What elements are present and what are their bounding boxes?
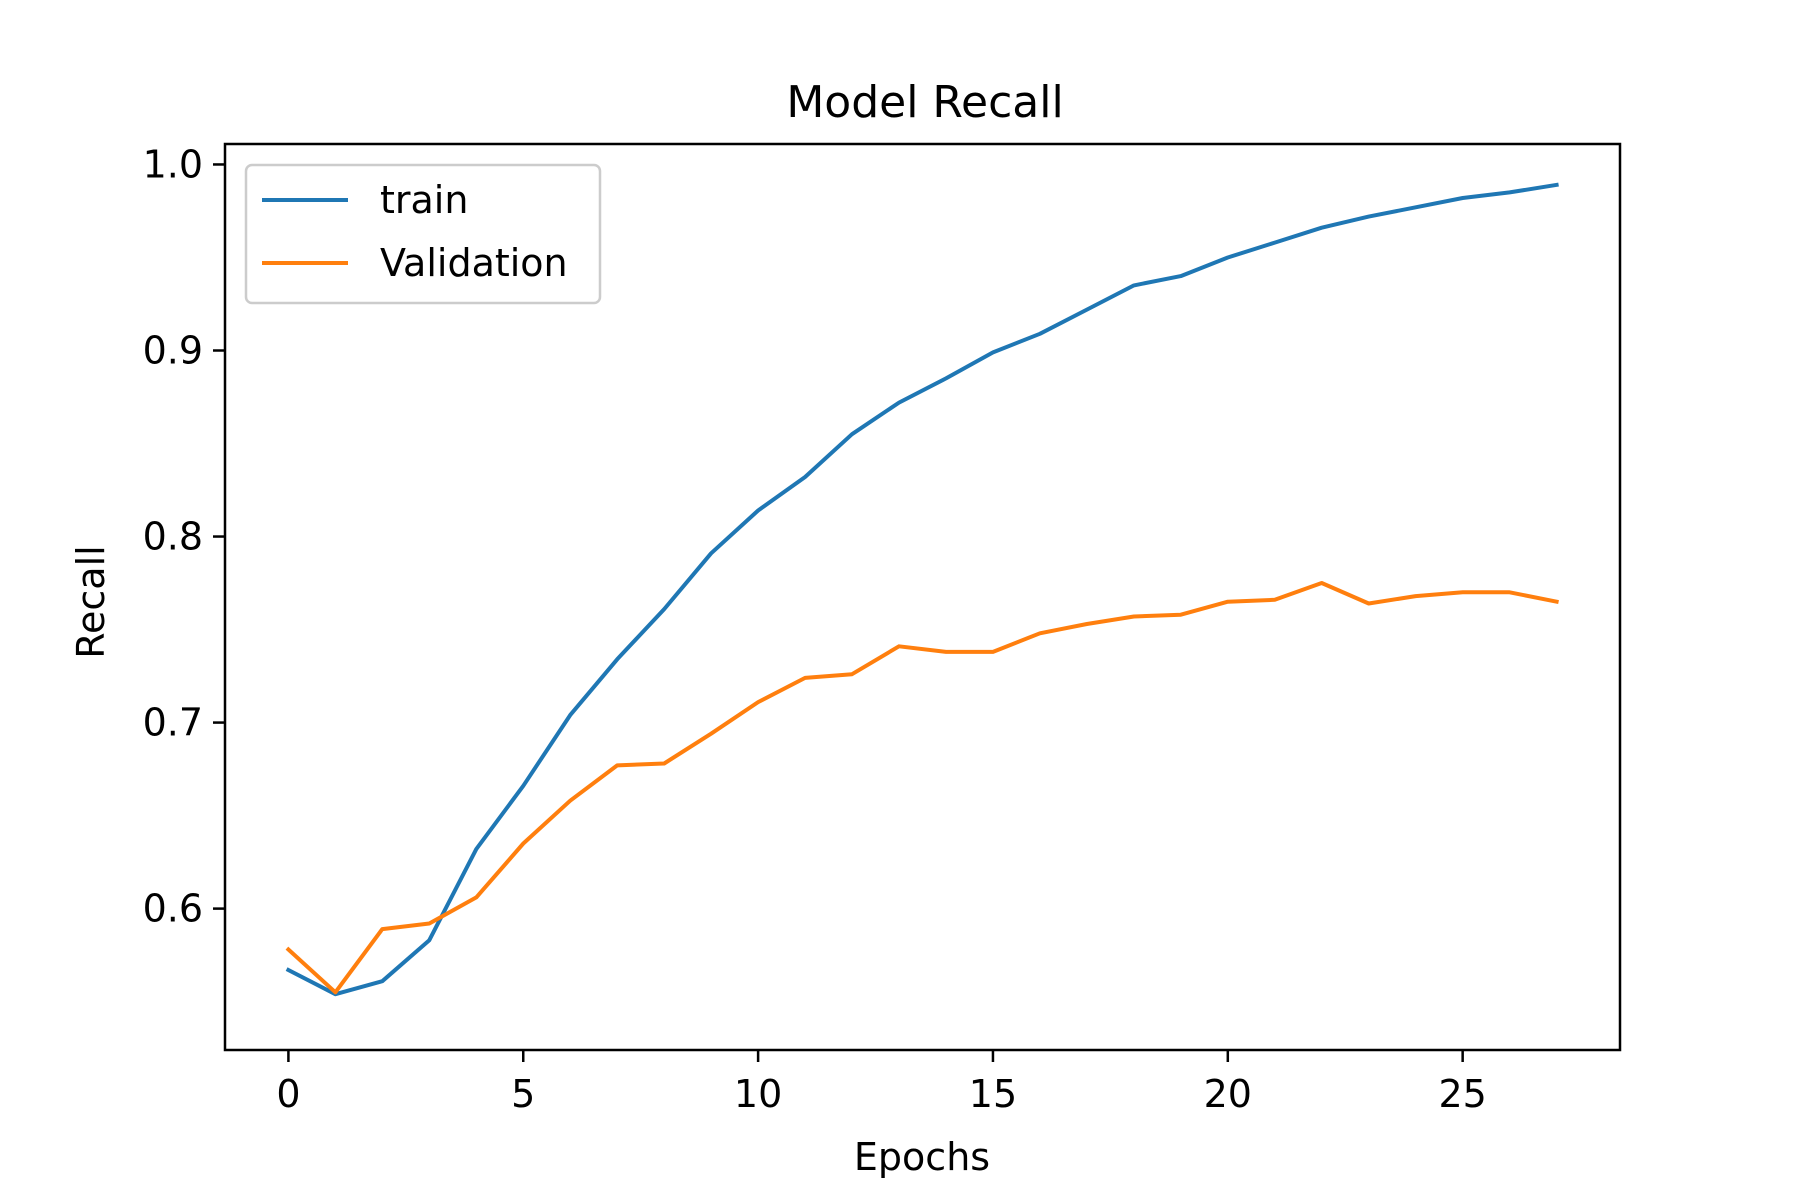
y-axis-ticks: 0.6 0.7 0.8 0.9 1.0 (143, 142, 225, 931)
series-lines (285, 182, 1559, 997)
y-tick-label: 0.9 (143, 329, 203, 373)
x-tick-label: 25 (1438, 1072, 1486, 1116)
x-axis-ticks: 0 5 10 15 20 25 (276, 1050, 1487, 1116)
x-axis-label: Epochs (854, 1135, 990, 1179)
x-tick-label: 0 (276, 1072, 300, 1116)
x-tick-label: 10 (734, 1072, 782, 1116)
legend-label-train: train (380, 178, 468, 222)
y-tick-label: 0.7 (143, 701, 203, 745)
chart-title: Model Recall (786, 77, 1063, 128)
x-tick-label: 5 (511, 1072, 535, 1116)
y-tick-label: 0.8 (143, 515, 203, 559)
y-tick-label: 1.0 (143, 142, 203, 186)
legend: train Validation (244, 163, 602, 305)
y-tick-label: 0.6 (143, 887, 203, 931)
x-tick-label: 20 (1204, 1072, 1252, 1116)
series-line-train (285, 182, 1559, 997)
y-axis-label: Recall (69, 545, 113, 658)
x-tick-label: 15 (969, 1072, 1017, 1116)
series-line-validation (285, 581, 1559, 995)
plot-frame (223, 142, 1622, 1052)
legend-label-validation: Validation (380, 241, 568, 285)
